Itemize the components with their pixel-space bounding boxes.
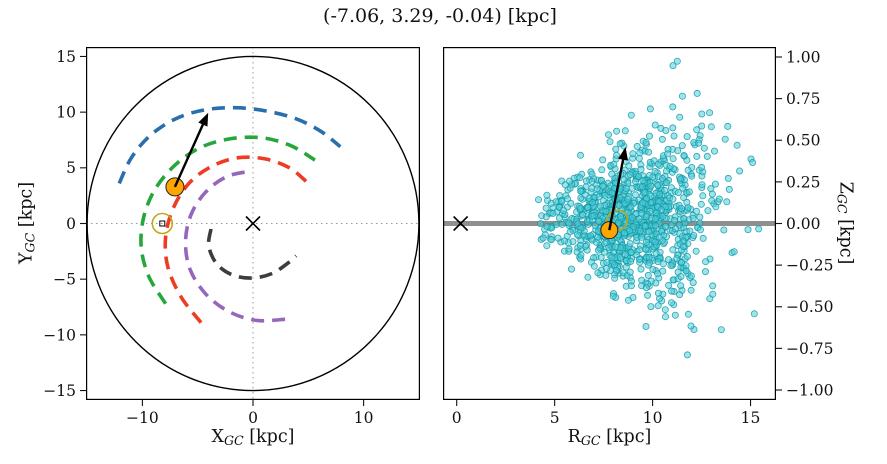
- xy-plot: −10 0 10 −15 −10 −5 0 5 10 15: [43, 47, 420, 427]
- spiral-arm-dark-arm: [206, 228, 298, 280]
- xlabel-subscript: GC: [580, 433, 601, 449]
- rz-plot-xlabel: RGC [kpc]: [443, 427, 776, 448]
- svg-text:0: 0: [452, 409, 462, 427]
- svg-text:−0.75: −0.75: [786, 340, 834, 358]
- sun-marker: [151, 212, 174, 235]
- xy-plot-ylabel: YGC [kpc]: [16, 182, 37, 264]
- axis-ticks: −10 0 10 −15 −10 −5 0 5 10 15: [43, 48, 373, 427]
- xlabel-main: X: [211, 427, 224, 447]
- scatter-points: [535, 57, 763, 359]
- svg-text:0.00: 0.00: [786, 215, 821, 233]
- galactic-center-cross: [245, 215, 261, 232]
- svg-text:−0.25: −0.25: [786, 257, 834, 275]
- svg-text:10: 10: [354, 409, 374, 427]
- xlabel-unit: [kpc]: [600, 427, 652, 447]
- xlabel-unit: [kpc]: [243, 427, 295, 447]
- figure-title: (-7.06, 3.29, -0.04) [kpc]: [323, 5, 557, 27]
- axis-ticks: 0 5 10 15 −1.00 −0.75 −0.50 −0.25 0.00 0.25 0.50 0.…: [452, 48, 834, 427]
- svg-text:0.50: 0.50: [786, 132, 821, 150]
- xy-plot-xlabel: XGC [kpc]: [86, 427, 420, 448]
- svg-text:−1.00: −1.00: [786, 381, 834, 399]
- ylabel-subscript: GC: [22, 232, 38, 253]
- svg-text:0: 0: [248, 409, 258, 427]
- svg-text:15: 15: [741, 409, 761, 427]
- motion-arrow: [173, 112, 209, 188]
- motion-arrow: [608, 146, 628, 231]
- xlabel-subscript: GC: [223, 433, 244, 449]
- svg-text:1.00: 1.00: [786, 48, 821, 66]
- svg-text:10: 10: [56, 104, 76, 122]
- rz-plot-ylabel: ZGC [kpc]: [834, 182, 855, 265]
- galactic-center-cross: [453, 215, 469, 232]
- spiral-arm-blue-arm: [117, 105, 342, 185]
- svg-text:−10: −10: [43, 326, 76, 344]
- svg-text:15: 15: [56, 48, 76, 66]
- svg-text:−15: −15: [43, 382, 76, 400]
- spiral-arm-green-arm: [139, 135, 316, 305]
- ylabel-main: Z: [835, 181, 856, 194]
- xlabel-main: R: [567, 427, 581, 447]
- svg-text:−0.50: −0.50: [786, 298, 834, 316]
- axis-frame: [86, 47, 420, 400]
- svg-text:−10: −10: [126, 409, 159, 427]
- spiral-arms: [117, 105, 342, 324]
- rz-plot: 0 5 10 15 −1.00 −0.75 −0.50 −0.25 0.00 0.25 0.50 0.…: [443, 47, 834, 427]
- ylabel-subscript: GC: [834, 193, 850, 214]
- svg-text:10: 10: [643, 409, 663, 427]
- ylabel-main: Y: [16, 252, 37, 265]
- axis-frame: [443, 47, 776, 400]
- svg-text:5: 5: [66, 159, 76, 177]
- ylabel-unit: [kpc]: [835, 213, 856, 265]
- svg-text:0: 0: [66, 215, 76, 233]
- svg-text:0.25: 0.25: [786, 173, 821, 191]
- ylabel-unit: [kpc]: [16, 181, 37, 233]
- spiral-arm-red-arm: [163, 155, 309, 324]
- spiral-arm-purple-arm: [183, 169, 286, 323]
- svg-text:−5: −5: [53, 271, 76, 289]
- svg-text:0.75: 0.75: [786, 90, 821, 108]
- svg-text:5: 5: [550, 409, 560, 427]
